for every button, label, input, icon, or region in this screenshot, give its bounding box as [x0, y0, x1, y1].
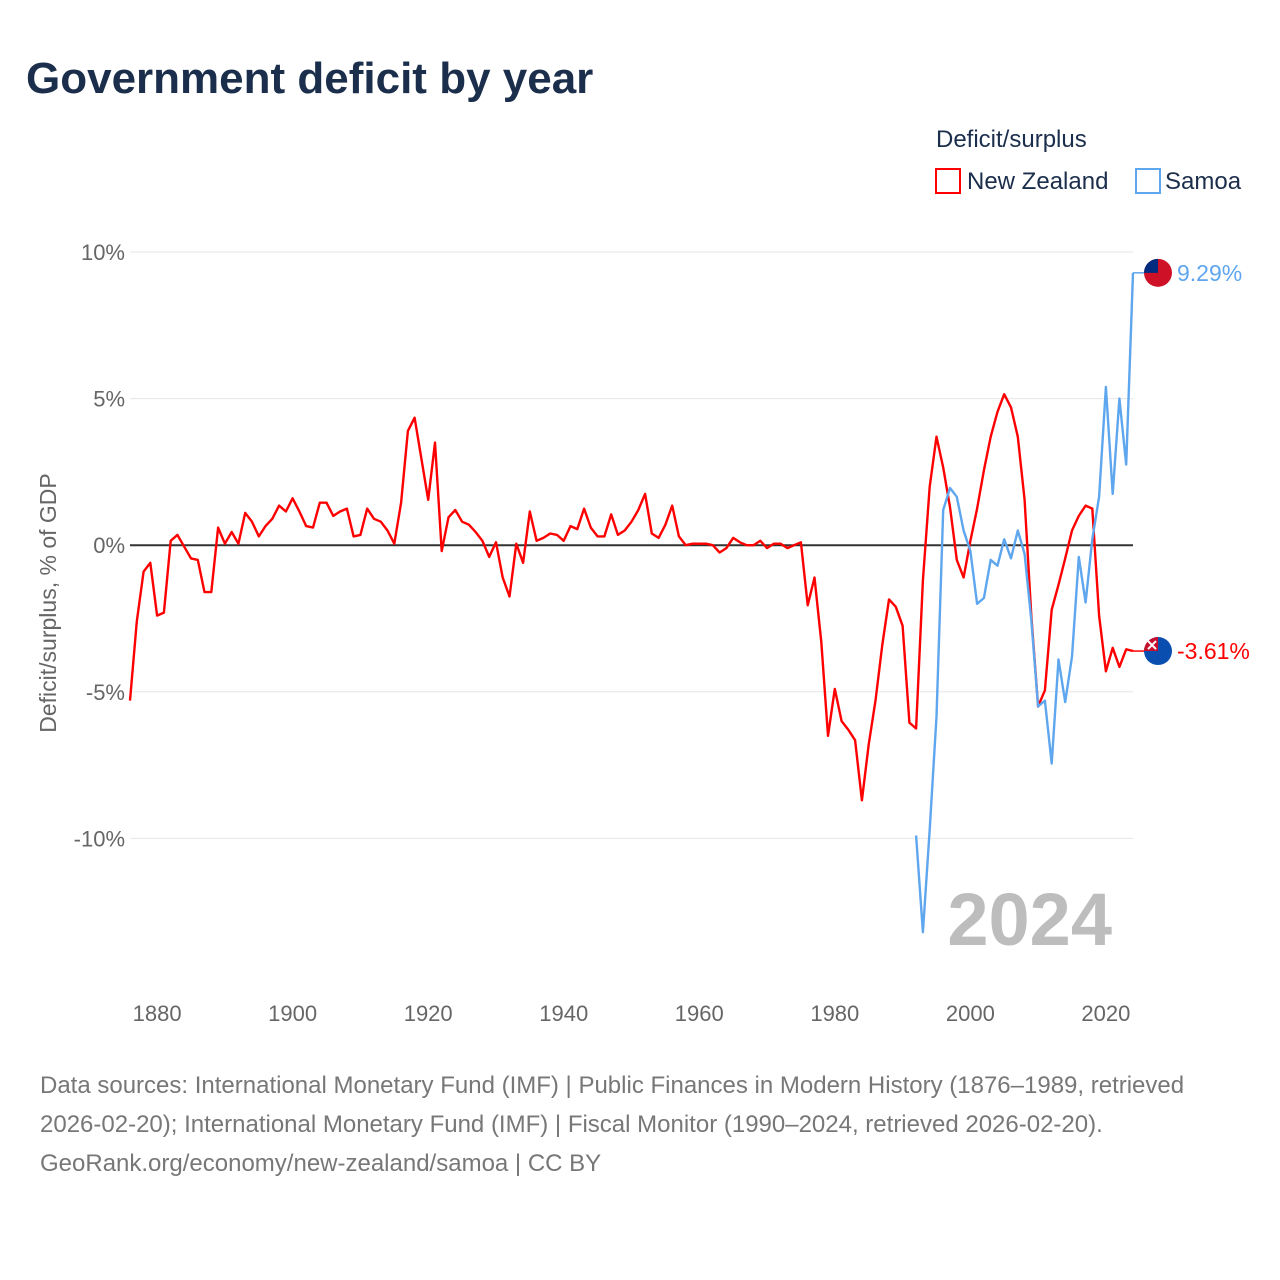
- legend-label-samoa: Samoa: [1165, 168, 1242, 195]
- x-tick-label: 1900: [268, 1001, 317, 1026]
- end-label-new-zealand: -3.61%: [1177, 638, 1250, 664]
- legend-swatch-samoa: [1135, 168, 1161, 194]
- data-sources: Data sources: International Monetary Fun…: [40, 1072, 1185, 1138]
- x-tick-label: 1940: [539, 1001, 588, 1026]
- flag-cross: [1147, 640, 1157, 650]
- year-watermark: 2024: [947, 878, 1112, 961]
- credit-link[interactable]: GeoRank.org/economy/new-zealand/samoa | …: [40, 1150, 602, 1177]
- flag-icon-samoa: [1144, 258, 1172, 287]
- chart-title: Government deficit by year: [26, 54, 593, 103]
- footer: Data sources: International Monetary Fun…: [40, 1066, 1240, 1183]
- x-tick-label: 1880: [133, 1001, 182, 1026]
- series-line-samoa: [914, 272, 1135, 934]
- x-tick-label: 2000: [946, 1001, 995, 1026]
- legend-item-samoa[interactable]: Samoa: [1135, 168, 1242, 195]
- y-axis-label: Deficit/surplus, % of GDP: [35, 473, 61, 732]
- flag-canton: [1144, 258, 1158, 273]
- end-label-samoa: 9.29%: [1177, 260, 1242, 286]
- legend-swatch-new-zealand: [935, 168, 961, 194]
- x-tick-label: 1980: [810, 1001, 859, 1026]
- y-tick-label: -5%: [86, 680, 125, 705]
- x-tick-label: 1960: [675, 1001, 724, 1026]
- x-tick-label: 1920: [404, 1001, 453, 1026]
- legend-item-new-zealand[interactable]: New Zealand: [935, 168, 1108, 195]
- y-tick-label: 10%: [81, 240, 125, 265]
- legend-title: Deficit/surplus: [936, 126, 1087, 153]
- y-tick-label: -10%: [74, 826, 125, 851]
- legend-label-new-zealand: New Zealand: [967, 168, 1108, 195]
- y-tick-label: 5%: [93, 387, 125, 412]
- y-tick-label: 0%: [93, 533, 125, 558]
- x-tick-label: 2020: [1081, 1001, 1130, 1026]
- series-line-new-zealand: [128, 393, 1134, 802]
- flag-icon-new-zealand: [1144, 637, 1172, 666]
